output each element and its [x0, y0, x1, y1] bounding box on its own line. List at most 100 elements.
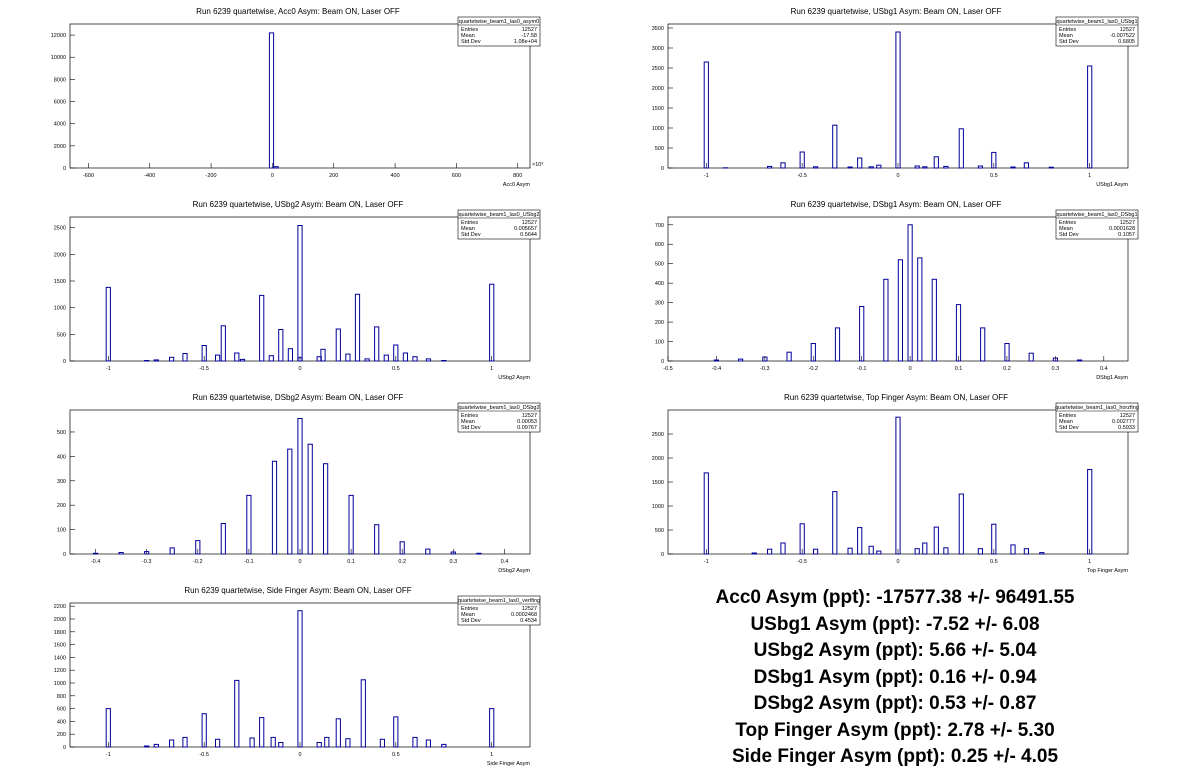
histogram-bin — [118, 552, 124, 555]
stats-value: -17.58 — [521, 33, 537, 39]
stats-value: 0.005657 — [514, 226, 537, 232]
stats-value: 0.09767 — [517, 425, 537, 431]
x-tick-label: 0.1 — [955, 366, 963, 372]
stats-value: 12527 — [522, 606, 537, 612]
x-tick-label: 0.5 — [990, 173, 998, 179]
stats-value: 12527 — [522, 27, 537, 33]
x-tick-label: 0.5 — [392, 752, 400, 758]
x-tick-label: -600 — [83, 173, 94, 179]
stats-label: Entries — [1059, 220, 1076, 226]
y-tick-label: 800 — [57, 694, 66, 700]
x-tick-label: -0.5 — [797, 173, 806, 179]
histogram-bin — [393, 716, 399, 748]
stats-value: 1.08e+04 — [514, 39, 537, 45]
histogram-bin — [1028, 352, 1034, 362]
histogram-bin — [278, 329, 284, 362]
histogram-bin — [1010, 166, 1016, 169]
x-tick-label: 0 — [298, 559, 301, 565]
stats-value: 0.0001628 — [1109, 226, 1135, 232]
y-tick-label: 2500 — [54, 226, 66, 232]
histogram-bin — [847, 547, 853, 555]
histogram-bin — [239, 358, 246, 362]
histogram-bin — [450, 551, 456, 555]
histogram-bin — [703, 61, 709, 169]
histogram-bin — [832, 491, 838, 555]
y-tick-label: 0 — [661, 166, 664, 172]
histogram-panel-sidefinger: Run 6239 quartetwise, Side Finger Asym: … — [0, 579, 598, 772]
x-tick-label: -0.1 — [244, 559, 253, 565]
stats-box — [1055, 209, 1139, 240]
y-tick-label: 2500 — [652, 432, 664, 438]
y-tick-label: 1600 — [54, 643, 66, 649]
histogram-bin — [220, 325, 226, 362]
histogram-bin — [1087, 65, 1093, 169]
stats-value: 12527 — [1120, 413, 1135, 419]
y-tick-label: 1500 — [652, 480, 664, 486]
stats-box — [1055, 16, 1139, 47]
histogram-bin — [917, 257, 923, 362]
y-tick-label: 1000 — [652, 504, 664, 510]
histogram-bin — [259, 294, 265, 362]
histogram-panel-topfinger: Run 6239 quartetwise, Top Finger Asym: B… — [598, 386, 1196, 579]
histogram-bin — [287, 448, 293, 555]
histogram-bin — [105, 708, 111, 748]
x-tick-label: -0.5 — [199, 752, 208, 758]
histogram-bin — [977, 548, 983, 555]
stats-value: 12527 — [522, 413, 537, 419]
y-tick-label: 300 — [57, 479, 66, 485]
histogram-bin — [297, 418, 303, 555]
histogram-bin — [287, 348, 293, 362]
y-tick-label: 600 — [655, 242, 664, 248]
histogram-bin — [259, 717, 265, 748]
histogram-bin — [246, 494, 252, 555]
histogram-bin — [1010, 544, 1016, 555]
histogram-bin — [182, 736, 188, 748]
y-tick-label: 200 — [57, 503, 66, 509]
chart-svg-acc0: Run 6239 quartetwise, Acc0 Asym: Beam ON… — [51, 7, 544, 188]
x-tick-label: 0 — [298, 752, 301, 758]
chart-svg-dsbg1: Run 6239 quartetwise, DSbg1 Asym: Beam O… — [655, 200, 1139, 381]
stats-label: Entries — [461, 27, 478, 33]
histogram-bin — [249, 737, 255, 748]
stats-label: Std Dev — [461, 618, 481, 624]
stats-label: Std Dev — [1059, 425, 1079, 431]
histogram-bin — [268, 32, 275, 169]
x-tick-label: 0.3 — [1052, 366, 1060, 372]
chart-title: Run 6239 quartetwise, Side Finger Asym: … — [184, 586, 411, 595]
stats-value: 12527 — [1120, 220, 1135, 226]
x-tick-label: 0 — [271, 173, 274, 179]
histogram-panel-dsbg2: Run 6239 quartetwise, DSbg2 Asym: Beam O… — [0, 386, 598, 579]
y-tick-label: 1400 — [54, 655, 66, 661]
histogram-bin — [307, 443, 313, 555]
y-tick-label: 400 — [57, 719, 66, 725]
stats-name: quartetwise_beam1_las0_USbg1 — [1056, 19, 1137, 25]
x-tick-label: 800 — [513, 173, 522, 179]
histogram-bin — [780, 542, 786, 555]
y-tick-label: 1200 — [54, 668, 66, 674]
histogram-bin — [195, 540, 201, 555]
stats-label: Entries — [1059, 27, 1076, 33]
histogram-bin — [859, 306, 865, 362]
x-tick-label: -0.4 — [712, 366, 721, 372]
stats-box — [457, 402, 541, 433]
chart-title: Run 6239 quartetwise, USbg2 Asym: Beam O… — [193, 200, 404, 209]
summary-line-acc0: Acc0 Asym (ppt): -17577.38 +/- 96491.55 — [715, 587, 1075, 608]
x-axis-label: DSbg1 Asym — [1096, 375, 1128, 381]
x-tick-label: -0.2 — [193, 559, 202, 565]
y-tick-label: 1000 — [54, 306, 66, 312]
histogram-bin — [876, 550, 882, 555]
histogram-bin — [379, 738, 385, 748]
x-tick-label: 0.4 — [1100, 366, 1108, 372]
y-tick-label: 1500 — [54, 279, 66, 285]
histogram-bin — [374, 524, 380, 555]
y-tick-label: 500 — [57, 332, 66, 338]
y-tick-label: 100 — [57, 528, 66, 534]
y-tick-label: 2000 — [652, 86, 664, 92]
y-tick-label: 1500 — [652, 106, 664, 112]
x-tick-label: 400 — [390, 173, 399, 179]
x-tick-label: -0.4 — [91, 559, 100, 565]
histogram-panel-acc0: Run 6239 quartetwise, Acc0 Asym: Beam ON… — [0, 0, 598, 193]
x-tick-label: 0 — [896, 559, 899, 565]
summary-line-dsbg2: DSbg2 Asym (ppt): 0.53 +/- 0.87 — [753, 693, 1037, 714]
histogram-bin — [201, 345, 207, 362]
